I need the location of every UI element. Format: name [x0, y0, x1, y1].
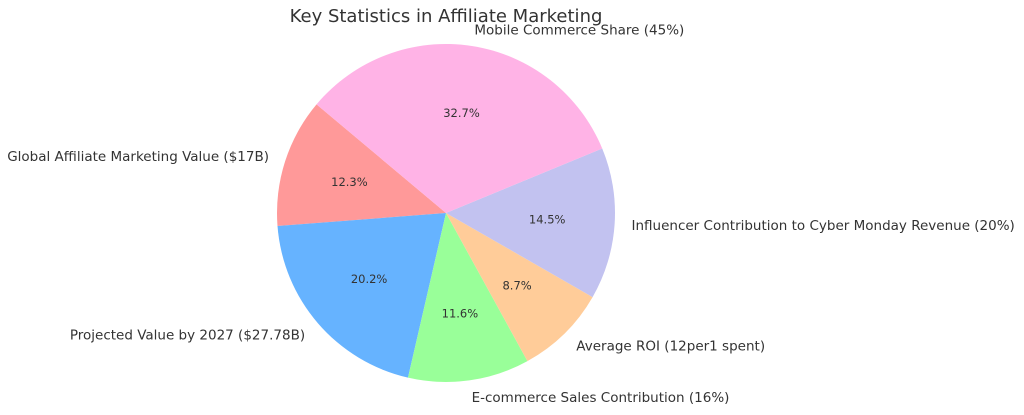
slice-category-label: Influencer Contribution to Cyber Monday … [632, 218, 1015, 234]
pie-slices [276, 44, 615, 382]
slice-category-label: E-commerce Sales Contribution (16%) [472, 390, 730, 406]
pie-slice [446, 148, 615, 298]
pie-slice [277, 213, 446, 378]
slice-percent-label: 14.5% [529, 213, 566, 227]
pie-slice [276, 104, 446, 227]
slice-category-label: Mobile Commerce Share (45%) [474, 22, 684, 38]
pie-slice [407, 213, 528, 382]
slice-category-label: Global Affiliate Marketing Value ($17B) [7, 149, 269, 165]
pie-slice [446, 213, 593, 362]
slice-percent-label: 12.3% [331, 175, 368, 189]
slice-category-label: Average ROI (12per1 spent) [576, 339, 765, 355]
pie-labels: 12.3% Global Affiliate Marketing Value ($… [7, 22, 1015, 406]
slice-percent-label: 11.6% [442, 306, 479, 320]
chart-title: Key Statistics in Affiliate Marketing [290, 6, 603, 27]
slice-category-label: Projected Value by 2027 ($27.78B) [70, 327, 305, 343]
slice-percent-label: 32.7% [443, 106, 480, 120]
pie-slice [316, 44, 603, 214]
slice-percent-label: 20.2% [351, 272, 388, 286]
slice-percent-label: 8.7% [502, 278, 531, 292]
